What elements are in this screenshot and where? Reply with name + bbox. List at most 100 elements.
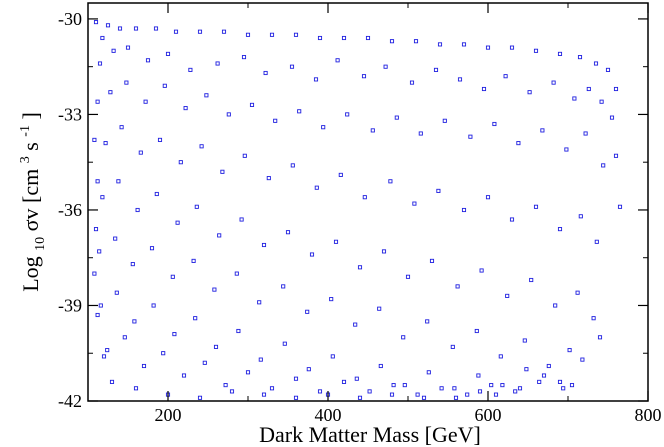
data-point [461,207,467,213]
data-point [465,392,470,397]
data-point [197,395,203,400]
data-point [457,77,463,82]
y-axis-title-sup2: -1 [18,125,33,137]
y-axis-title-log: Log [18,256,43,291]
data-point [524,367,529,372]
data-point [485,45,491,50]
data-point [290,163,295,168]
data-point [305,309,310,314]
data-point [101,354,107,359]
data-point [193,316,198,321]
data-point [113,236,118,241]
data-point [114,290,119,295]
data-point [98,303,103,308]
data-point [578,214,583,219]
data-point [601,163,606,168]
data-point [409,80,415,85]
data-point [529,277,534,283]
data-point [455,284,460,289]
data-point [533,204,539,209]
x-axis-title: Dark Matter Mass [GeV] [259,422,481,447]
data-point [172,332,177,337]
data-point [188,67,193,72]
data-point [175,220,180,225]
axis-ticks: 200 400 600 800 -42 -39 -36 -33 -30 [58,3,662,425]
data-point [165,51,171,56]
data-point [141,363,147,369]
data-point [329,297,334,302]
data-point [564,147,569,152]
data-point [293,376,299,381]
y-axis-title-sym: σv [cm [18,169,43,232]
data-point [293,32,299,37]
data-point [381,249,387,254]
y-axis-title-sup1: 3 [18,156,33,163]
data-point [133,26,139,31]
data-point [261,392,267,397]
data-point [194,204,199,209]
data-point [306,367,311,372]
data-point [413,39,419,44]
data-point [266,176,271,181]
data-point [199,144,204,149]
data-point [241,55,247,60]
data-point [442,118,447,123]
data-point [257,300,262,305]
data-point [170,274,175,279]
x-tick-label: 600 [475,405,502,425]
data-point [204,93,209,98]
data-point [593,61,599,66]
data-point [293,395,299,400]
data-point [289,64,295,69]
data-point [217,233,222,238]
data-point [453,395,459,400]
data-point [553,303,558,308]
data-point [285,230,291,235]
data-point [116,179,121,184]
data-point [509,45,515,50]
data-point [492,121,497,127]
data-point [221,29,227,34]
data-point [599,99,604,104]
data-point [617,204,623,209]
data-point [105,348,110,353]
plot-frame [87,2,649,402]
data-point [421,395,427,400]
y-tick-label: -39 [58,295,82,315]
data-point [309,252,315,257]
data-point [561,386,566,391]
data-point [425,319,430,324]
data-point [109,379,115,384]
data-point [124,80,129,85]
data-point [575,290,580,295]
y-tick-label: -33 [58,104,82,124]
data-point [591,316,596,321]
data-point [357,265,363,270]
data-point [178,160,183,165]
data-point [557,227,563,232]
data-point [149,246,155,251]
x-tick-label: 800 [635,405,662,425]
data-point [173,29,179,34]
data-point [181,373,187,378]
data-point [474,328,479,334]
data-point [586,86,591,92]
data-point [103,141,108,146]
data-point [365,35,371,41]
data-point [452,386,457,391]
data-point [513,389,518,394]
data-point [213,344,219,349]
data-point [282,341,287,346]
data-point [197,29,203,34]
data-point [597,335,603,340]
data-point [489,383,494,388]
data-point [557,379,563,384]
data-point [212,287,217,292]
data-point [572,96,577,101]
data-point [522,338,527,343]
data-point [111,48,116,53]
data-point [500,383,505,388]
data-point [583,131,588,136]
data-point [95,99,100,104]
data-point [321,125,326,130]
